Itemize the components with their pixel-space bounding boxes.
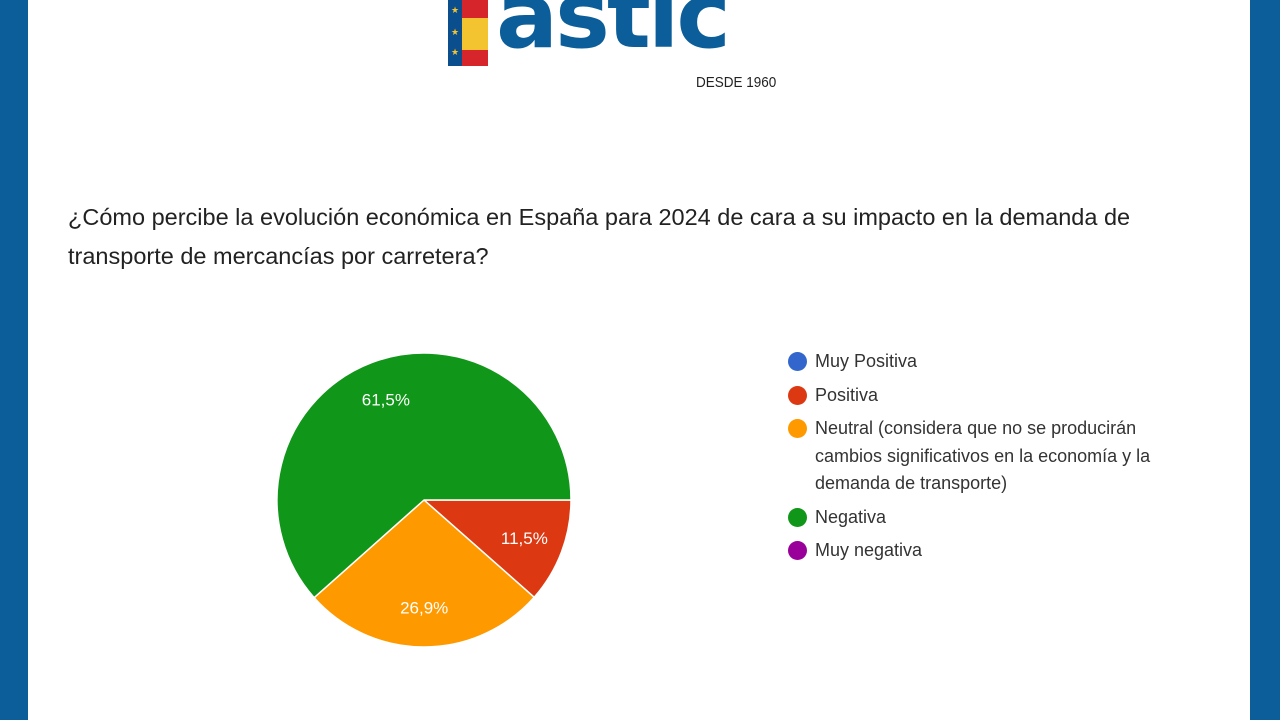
legend-item: Positiva xyxy=(788,382,1188,410)
legend-swatch xyxy=(788,419,807,438)
legend-swatch xyxy=(788,385,807,405)
logo-tagline: DESDE 1960 xyxy=(696,74,777,91)
pie-slice-positiva xyxy=(422,499,572,599)
star-icon: ★ xyxy=(451,27,460,37)
survey-question: ¿Cómo percibe la evolución económica en … xyxy=(68,204,1131,269)
chart-legend: Muy Positiva Positiva Neutral (considera q… xyxy=(788,348,1188,571)
legend-swatch xyxy=(788,352,807,371)
star-icon: ★ xyxy=(451,47,460,57)
flag-blue-band xyxy=(448,0,462,66)
legend-swatch xyxy=(788,541,807,560)
legend-item: Muy negativa xyxy=(788,537,1188,565)
slice-data-label: 26,9% xyxy=(400,598,448,617)
flag-red-band-bottom xyxy=(462,50,488,66)
flag-yellow-band xyxy=(462,18,488,50)
legend-label: Negativa xyxy=(815,506,887,527)
legend-item: Muy Positiva xyxy=(788,348,1188,376)
legend-item: Neutral (considera que no se producirán … xyxy=(788,415,1188,498)
legend-label: Positiva xyxy=(815,384,879,405)
legend-label: Muy negativa xyxy=(815,540,923,560)
pie-slice-negativa xyxy=(276,352,572,599)
flag-red-band-top xyxy=(462,0,488,18)
legend-swatch xyxy=(788,507,807,527)
legend-label: Neutral (considera que no se producirán … xyxy=(815,418,1151,493)
survey-card xyxy=(28,0,1250,720)
legend-label: Muy Positiva xyxy=(815,351,918,371)
star-icon: ★ xyxy=(451,5,460,15)
slice-data-label: 61,5% xyxy=(362,391,410,410)
astic-logo: ★ ★ ★ astic DESDE 1960 xyxy=(448,0,793,96)
logo-wordmark: astic xyxy=(496,0,731,69)
pie-slice-neutral xyxy=(313,498,536,648)
legend-item: Negativa xyxy=(788,504,1188,532)
slice-data-label: 11,5% xyxy=(501,529,548,548)
